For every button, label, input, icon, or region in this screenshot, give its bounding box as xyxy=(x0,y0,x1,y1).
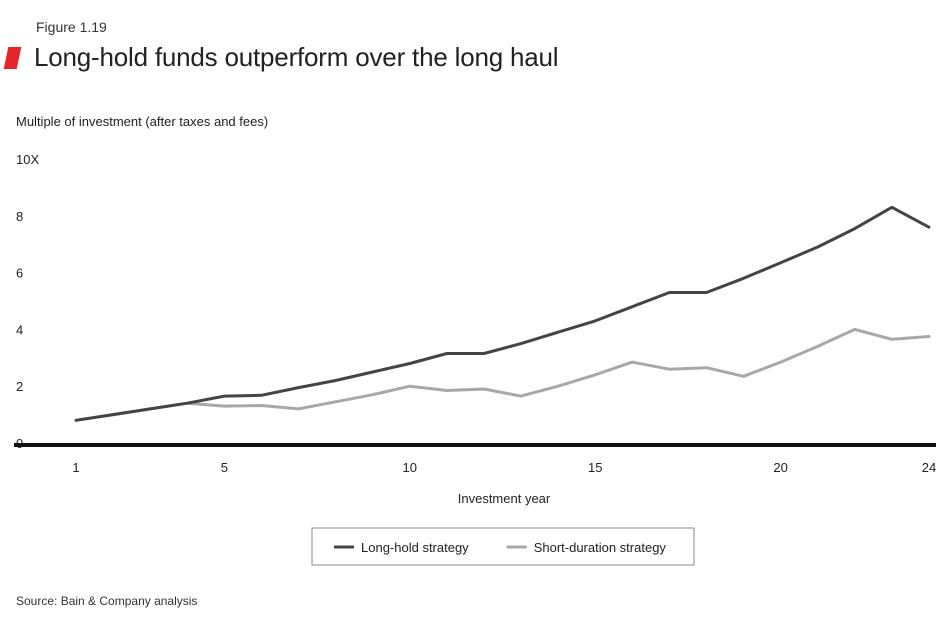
legend-box xyxy=(311,527,695,566)
figure-label: Figure 1.19 xyxy=(36,19,107,35)
x-tick-label: 1 xyxy=(72,460,79,475)
x-tick-label: 20 xyxy=(773,460,787,475)
y-tick-label: 4 xyxy=(16,322,23,337)
title-row: Long-hold funds outperform over the long… xyxy=(3,42,559,73)
x-tick-label: 15 xyxy=(588,460,602,475)
x-tick-label: 24 xyxy=(922,460,936,475)
chart-title: Long-hold funds outperform over the long… xyxy=(34,42,559,72)
series-line-long-hold-strategy xyxy=(74,205,931,422)
series-line-short-duration-strategy xyxy=(74,327,931,422)
x-tick-label: 5 xyxy=(221,460,228,475)
y-axis-label: Multiple of investment (after taxes and … xyxy=(16,114,268,129)
y-tick-label: 10X xyxy=(16,152,39,167)
legend-label: Long-hold strategy xyxy=(361,540,469,555)
y-tick-label: 8 xyxy=(16,209,23,224)
y-tick-label: 6 xyxy=(16,266,23,281)
y-tick-label: 2 xyxy=(16,379,23,394)
legend-label: Short-duration strategy xyxy=(534,540,667,555)
x-axis-label: Investment year xyxy=(458,491,551,506)
source-note: Source: Bain & Company analysis xyxy=(16,594,198,608)
x-tick-label: 10 xyxy=(403,460,417,475)
